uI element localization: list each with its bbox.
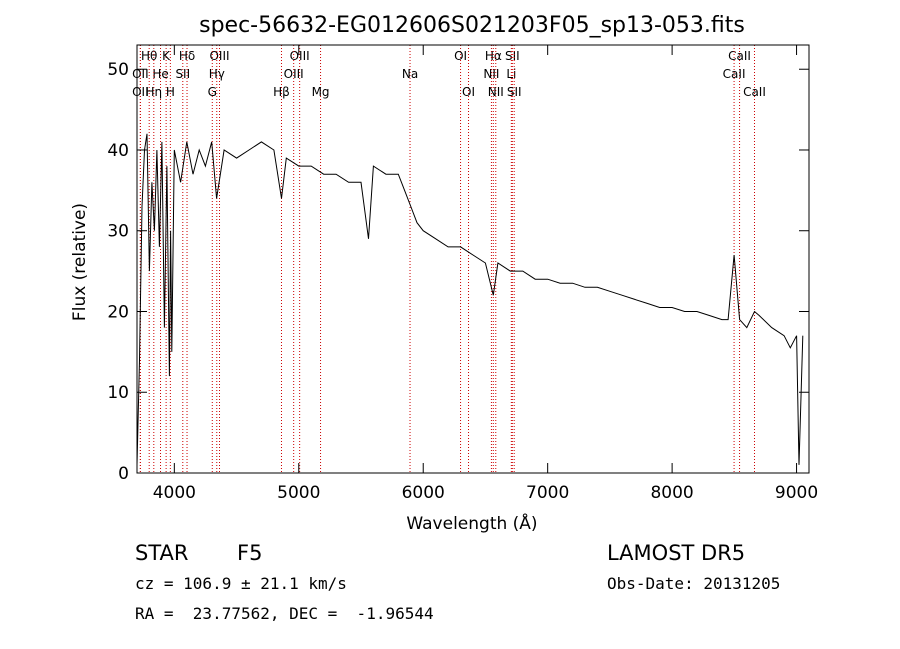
redshift-value: cz = 106.9 ± 21.1 km/s (135, 574, 347, 593)
spectral-line-label: Li (506, 67, 516, 81)
spectral-line-label: Mg (312, 85, 330, 99)
spectral-line-label: CaII (743, 85, 766, 99)
spectral-line-label: OII (132, 67, 149, 81)
y-tick-label: 30 (107, 222, 129, 242)
spectral-line-label: OIII (284, 67, 304, 81)
spectrum-series-line (136, 133, 804, 465)
object-subclass: F5 (237, 541, 263, 565)
x-tick-label: 7000 (526, 483, 569, 503)
spectral-line-label: Hη (145, 85, 162, 99)
y-tick-label: 10 (107, 383, 129, 403)
coordinates: RA = 23.77562, DEC = -1.96544 (135, 604, 434, 623)
spectral-line-label: OI (454, 49, 467, 63)
spectral-line-label: Hθ (141, 49, 157, 63)
plot-area (136, 133, 804, 465)
spectral-line-label: NII (483, 67, 499, 81)
spectral-line-label: SII (507, 85, 522, 99)
y-axis: 0 10 20 30 40 50 (107, 60, 809, 484)
spectral-line-label: OI (462, 85, 475, 99)
y-axis-label: Flux (relative) (70, 203, 90, 321)
y-tick-label: 50 (107, 60, 129, 80)
x-axis: 4000 5000 6000 7000 8000 9000 (153, 45, 818, 503)
spectral-line-label: CaII (728, 49, 751, 63)
spectral-line-label: Hδ (179, 49, 195, 63)
x-tick-label: 9000 (775, 483, 818, 503)
x-axis-label: Wavelength (Å) (406, 512, 537, 534)
y-tick-label: 40 (107, 141, 129, 161)
spectral-line-label: SII (505, 49, 520, 63)
x-tick-label: 5000 (277, 483, 320, 503)
spectral-line-label: H (166, 85, 175, 99)
spectral-line-label: SII (175, 67, 190, 81)
spectral-line-label: OII (132, 85, 149, 99)
object-class: STAR (135, 541, 189, 565)
spectral-line-label: He (152, 67, 168, 81)
spectral-line-label: CaII (723, 67, 746, 81)
spectral-line-label: NII (488, 85, 504, 99)
spectral-line-label: K (162, 49, 171, 63)
spectral-line-label: Na (402, 67, 418, 81)
spectral-line-label: Hα (485, 49, 502, 63)
chart-title: spec-56632-EG012606S021203F05_sp13-053.f… (199, 13, 745, 38)
spectral-line-label: G (208, 85, 217, 99)
observation-date: Obs-Date: 20131205 (607, 574, 781, 593)
plot-frame (136, 44, 810, 474)
spectral-line-label: Hβ (273, 85, 290, 99)
x-tick-label: 6000 (402, 483, 445, 503)
y-tick-label: 20 (107, 302, 129, 322)
spectral-line-label: OIII (290, 49, 310, 63)
spectral-line-label: Hγ (209, 67, 225, 81)
x-tick-label: 8000 (650, 483, 693, 503)
x-tick-label: 4000 (153, 483, 196, 503)
y-tick-label: 0 (118, 464, 129, 484)
spectral-line-label: OIII (209, 49, 229, 63)
survey-label: LAMOST DR5 (607, 541, 746, 565)
